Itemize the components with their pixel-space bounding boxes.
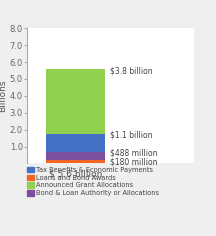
Text: $180 million: $180 million	[110, 157, 157, 166]
Bar	[46, 69, 105, 134]
Text: $1.1 billion: $1.1 billion	[110, 130, 152, 139]
Bar	[46, 134, 105, 152]
Legend: Tax Benefits & Economic Payments, Loans and Bond Awards, Announced Grant Allocat: Tax Benefits & Economic Payments, Loans …	[27, 167, 159, 196]
Text: $488 million: $488 million	[110, 149, 157, 158]
Y-axis label: Billions: Billions	[0, 80, 7, 112]
Bar	[46, 152, 105, 160]
Bar	[46, 160, 105, 163]
Text: $3.8 billion: $3.8 billion	[110, 66, 152, 75]
